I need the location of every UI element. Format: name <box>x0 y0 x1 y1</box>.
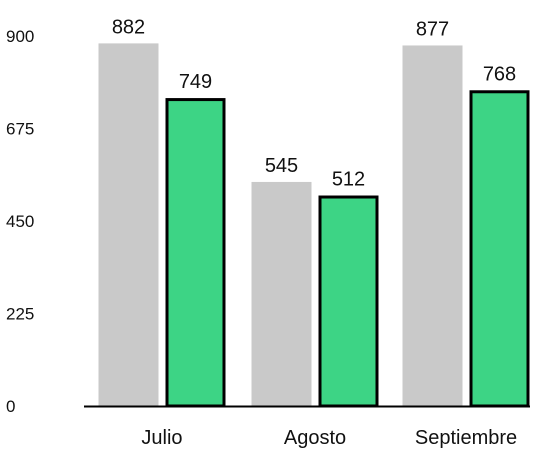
bar-agosto-series-2 <box>318 195 379 408</box>
bar-agosto-series-1 <box>251 181 312 406</box>
data-label: 768 <box>483 63 516 85</box>
y-tick-label: 450 <box>6 212 34 231</box>
data-label: 545 <box>265 155 298 177</box>
bar-septiembre-series-2 <box>469 90 530 408</box>
data-label: 877 <box>416 18 449 40</box>
x-tick-label: Agosto <box>284 427 346 449</box>
value-labels: 882 749 545 512 877 768 <box>112 16 516 190</box>
bar-julio-series-2 <box>165 98 226 408</box>
data-label: 882 <box>112 16 145 38</box>
data-label: 512 <box>332 169 365 191</box>
x-tick-label: Septiembre <box>415 427 517 449</box>
y-tick-label: 900 <box>6 27 34 46</box>
data-label: 749 <box>179 71 212 93</box>
x-tick-label: Julio <box>141 427 182 449</box>
bars <box>98 43 530 408</box>
y-tick-label: 0 <box>6 397 15 416</box>
y-tick-label: 675 <box>6 120 34 139</box>
y-axis-ticks: 0 225 450 675 900 <box>6 27 34 416</box>
bar-julio-series-1 <box>98 43 159 407</box>
y-tick-label: 225 <box>6 305 34 324</box>
bar-septiembre-series-1 <box>402 45 463 406</box>
x-axis-labels: Julio Agosto Septiembre <box>141 427 517 449</box>
